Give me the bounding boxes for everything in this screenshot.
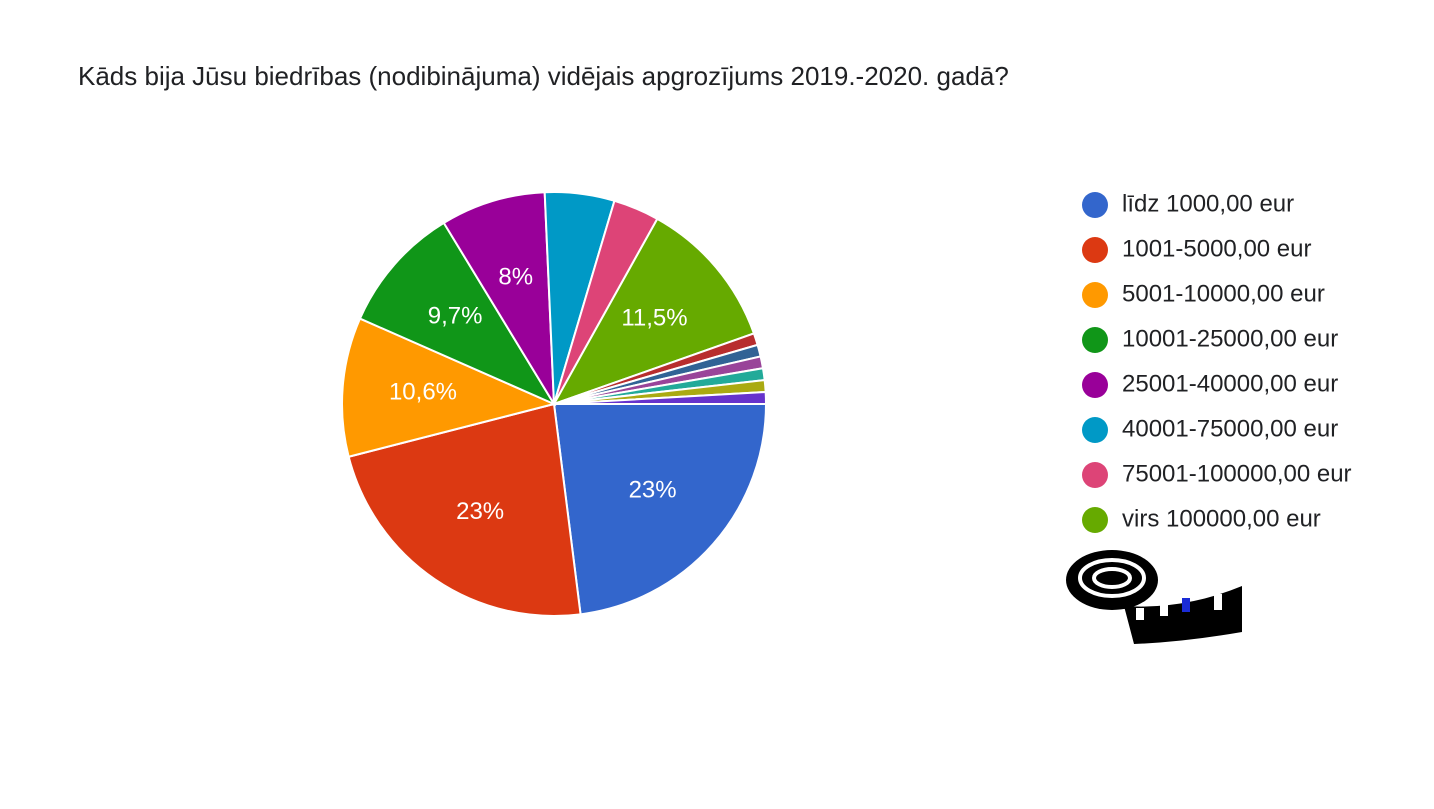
pie-slice: [347, 402, 582, 617]
legend-marker: [1082, 327, 1108, 353]
slice-label: 23%: [456, 498, 504, 525]
legend-marker: [1082, 462, 1108, 488]
legend-marker: [1082, 417, 1108, 443]
legend-icon: [1066, 550, 1242, 644]
legend-label: līdz 1000,00 eur: [1122, 190, 1294, 217]
legend-marker: [1082, 507, 1108, 533]
legend-label: 10001-25000,00 eur: [1122, 325, 1338, 352]
pie-slice: [341, 317, 558, 458]
chart-title: Kāds bija Jūsu biedrības (nodibinājuma) …: [78, 61, 1009, 91]
legend-label: 40001-75000,00 eur: [1122, 415, 1338, 442]
pie-slice: [358, 221, 557, 407]
pie-slice: [551, 217, 756, 406]
slice-label: 10,6%: [389, 379, 457, 406]
legend-marker: [1082, 237, 1108, 263]
legend-label: virs 100000,00 eur: [1122, 505, 1321, 532]
legend-label: 5001-10000,00 eur: [1122, 280, 1325, 307]
slice-label: 23%: [629, 476, 677, 503]
pie-slice: [553, 390, 768, 405]
slice-label: 8%: [498, 264, 533, 291]
legend-label: 25001-40000,00 eur: [1122, 370, 1338, 397]
pie-slice: [552, 403, 768, 616]
slice-label: 9,7%: [428, 303, 483, 330]
slice-label: 11,5%: [621, 305, 687, 332]
legend-marker: [1082, 192, 1108, 218]
legend-marker: [1082, 282, 1108, 308]
legend-label: 1001-5000,00 eur: [1122, 235, 1312, 262]
pie-slice: [442, 191, 555, 405]
legend-label: 75001-100000,00 eur: [1122, 460, 1352, 487]
legend-marker: [1082, 372, 1108, 398]
